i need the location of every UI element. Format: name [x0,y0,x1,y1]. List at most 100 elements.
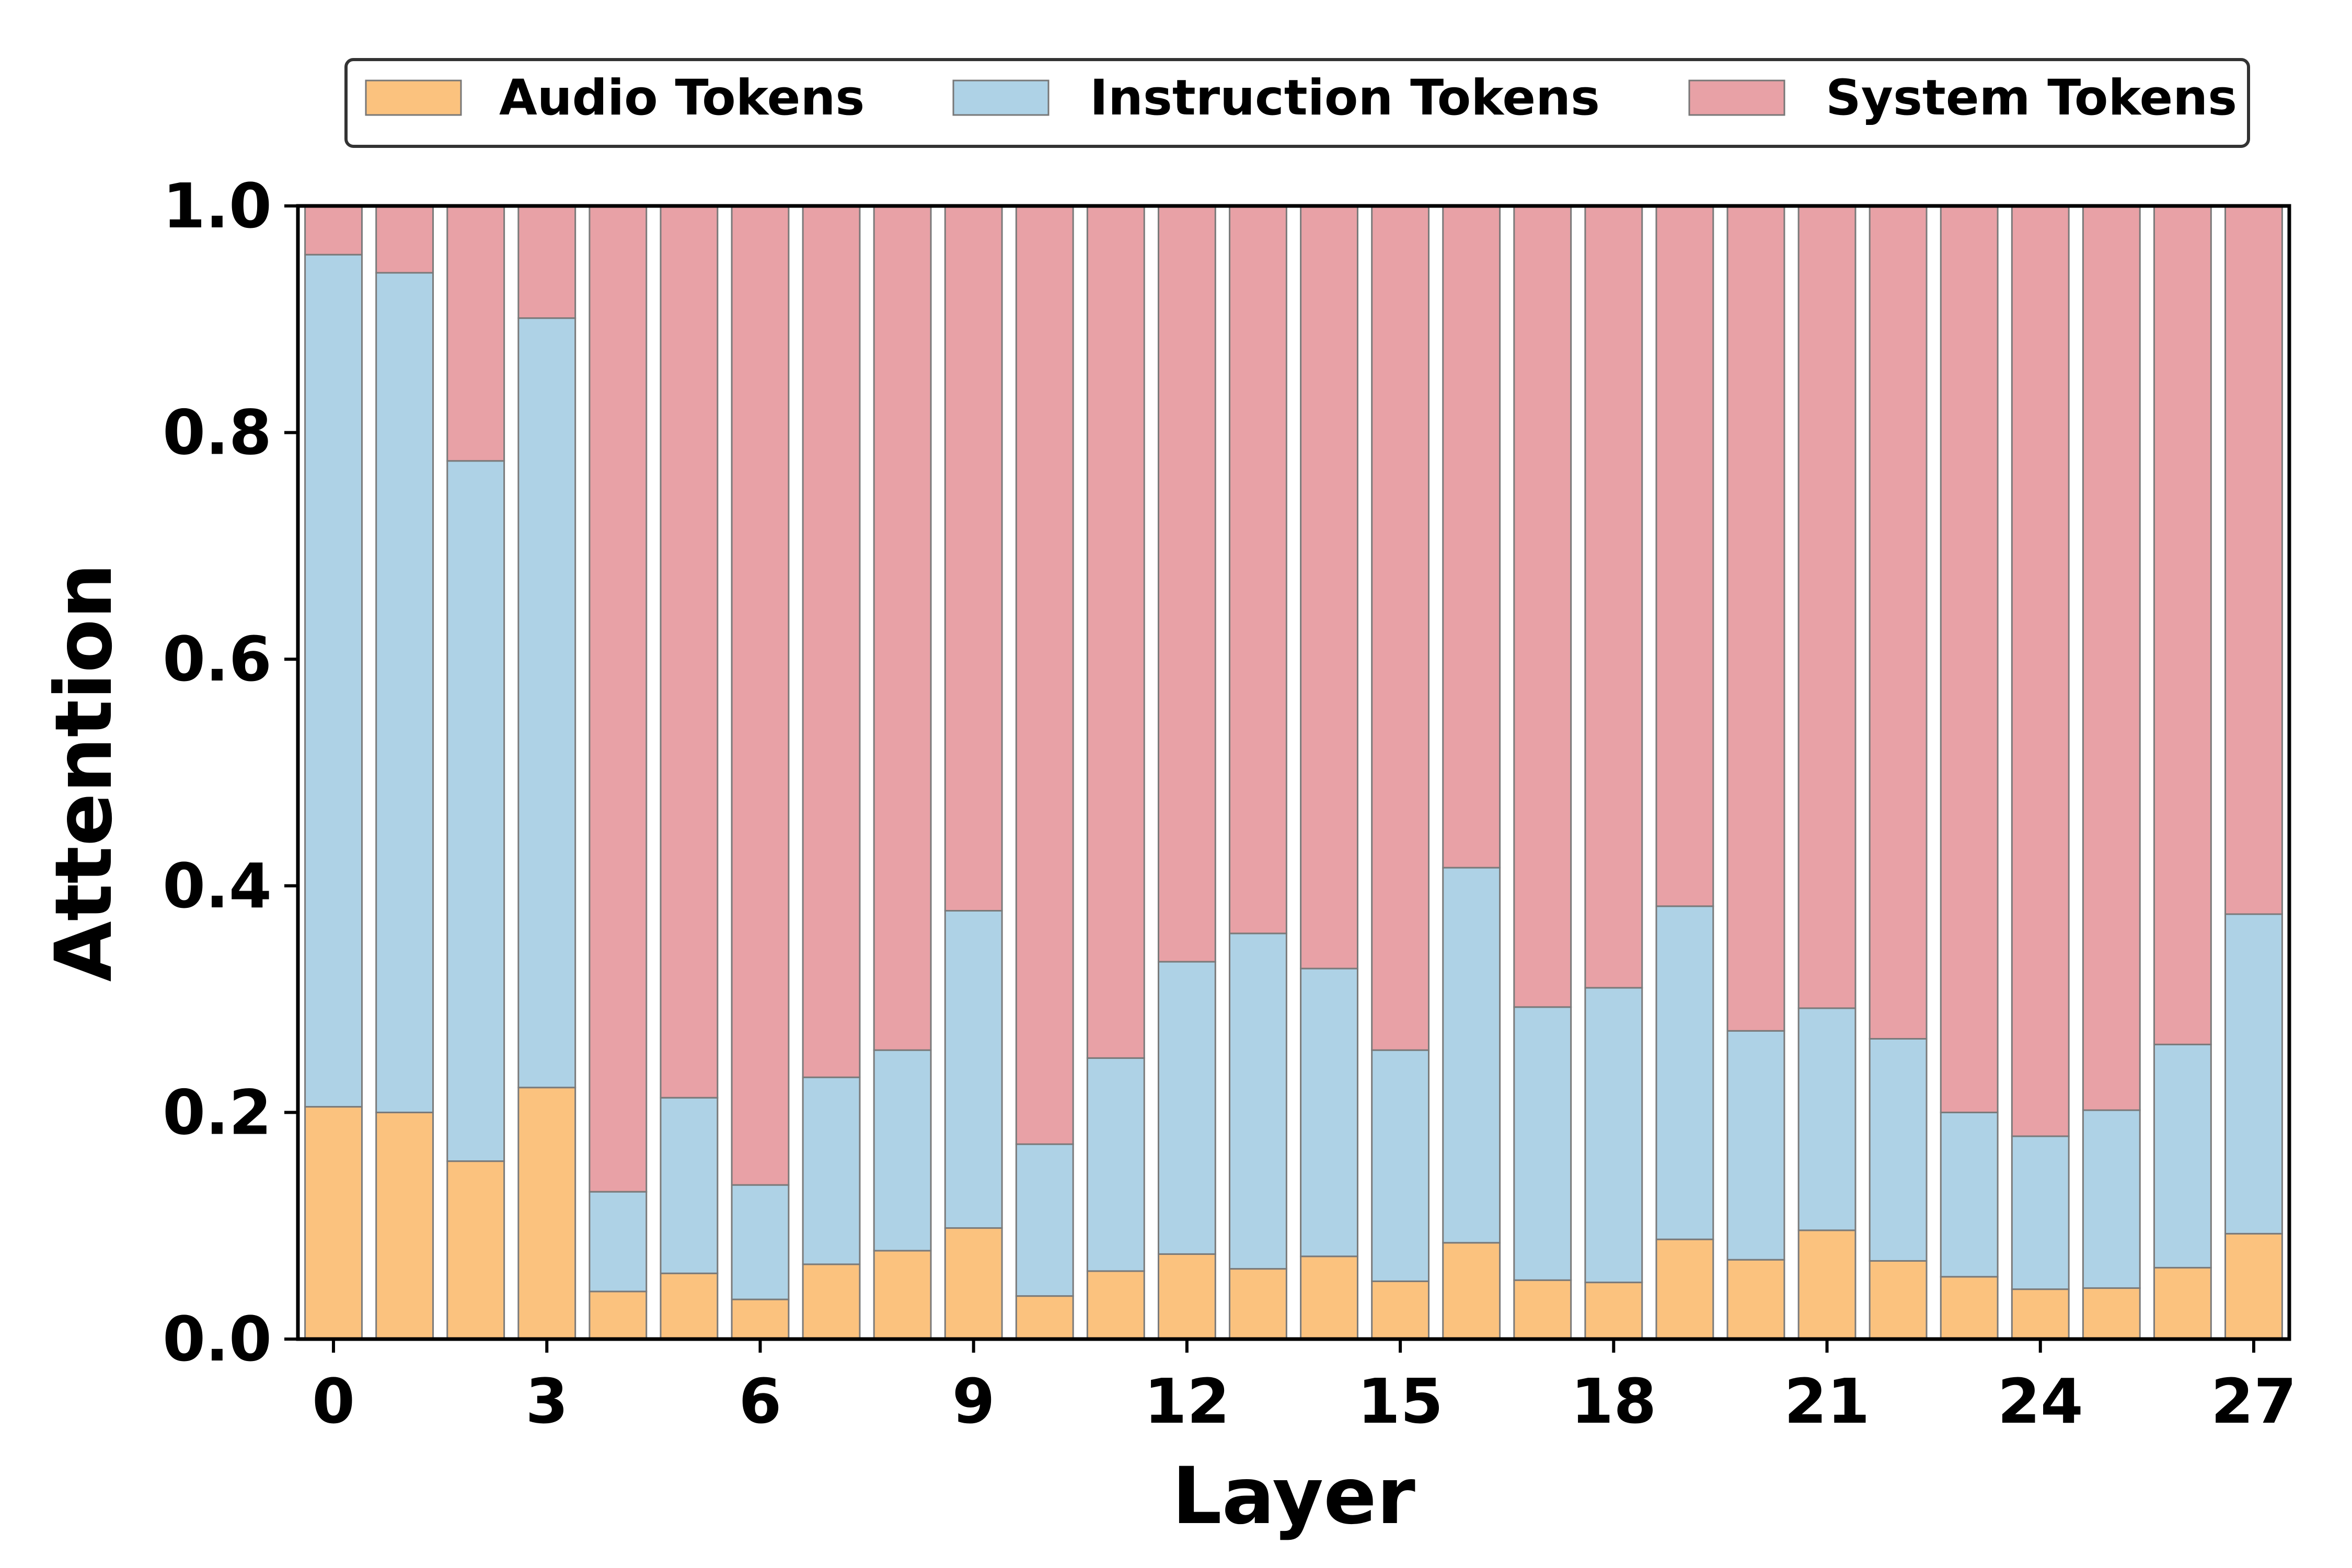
bar-audio-layer-0 [304,1106,363,1340]
bar-system-layer-22 [1869,205,1928,1040]
bar-instruction-layer-26 [2153,1043,2212,1269]
bar-audio-layer-17 [1513,1279,1572,1340]
bar-audio-layer-19 [1655,1238,1714,1340]
legend: Audio Tokens Instruction Tokens System T… [344,58,2250,148]
bar-instruction-layer-25 [2082,1109,2141,1289]
x-tick-label-9: 27 [2211,1365,2297,1437]
bar-audio-layer-4 [589,1290,648,1340]
legend-swatch-system [1688,79,1785,116]
bar-instruction-layer-17 [1513,1006,1572,1281]
bar-audio-layer-6 [731,1298,790,1340]
bar-audio-layer-5 [660,1272,719,1340]
bar-audio-layer-1 [375,1111,434,1340]
bar-audio-layer-14 [1300,1255,1358,1340]
legend-label-audio: Audio Tokens [499,70,864,126]
bar-audio-layer-27 [2224,1232,2283,1340]
bar-audio-layer-8 [873,1250,932,1340]
legend-swatch-audio [365,79,462,116]
x-tick-label-5: 15 [1357,1365,1443,1437]
bar-system-layer-19 [1655,205,1714,907]
bar-system-layer-11 [1086,205,1145,1059]
bar-system-layer-20 [1726,205,1785,1032]
bar-system-layer-26 [2153,205,2212,1045]
bar-audio-layer-22 [1869,1260,1928,1340]
bar-instruction-layer-11 [1086,1057,1145,1272]
bar-instruction-layer-10 [1015,1143,1074,1297]
bar-instruction-layer-16 [1442,867,1501,1244]
bar-system-layer-8 [873,205,932,1051]
bar-system-layer-21 [1797,205,1857,1009]
y-tick-label-3: 0.6 [163,623,272,695]
y-tick-label-5: 1.0 [163,170,272,242]
y-tick-label-1: 0.2 [163,1076,272,1148]
bar-audio-layer-2 [446,1160,505,1340]
bar-audio-layer-15 [1371,1280,1430,1340]
bar-system-layer-16 [1442,205,1501,869]
bar-system-layer-2 [446,205,505,462]
bar-instruction-layer-24 [2011,1135,2070,1290]
legend-item-system: System Tokens [1688,70,2237,126]
y-tick-label-4: 0.8 [163,397,272,469]
bar-instruction-layer-15 [1371,1049,1430,1282]
bar-instruction-layer-1 [375,272,434,1113]
x-tick-label-4: 12 [1144,1365,1230,1437]
bar-instruction-layer-7 [802,1076,861,1265]
bar-audio-layer-9 [944,1227,1003,1340]
x-tick-label-0: 0 [312,1365,355,1437]
bar-audio-layer-13 [1229,1268,1287,1340]
bar-instruction-layer-6 [731,1184,790,1300]
bar-audio-layer-26 [2153,1266,2212,1340]
bar-instruction-layer-9 [944,910,1003,1229]
legend-label-instruction: Instruction Tokens [1090,70,1600,126]
bar-audio-layer-10 [1015,1295,1074,1340]
bar-audio-layer-7 [802,1263,861,1340]
bar-system-layer-24 [2011,205,2070,1137]
legend-swatch-instruction [952,79,1050,116]
bar-audio-layer-24 [2011,1288,2070,1340]
bar-instruction-layer-18 [1584,987,1643,1284]
bar-system-layer-25 [2082,205,2141,1111]
bar-instruction-layer-13 [1229,932,1287,1270]
bars-group [304,205,2283,1340]
legend-item-instruction: Instruction Tokens [952,70,1600,126]
bar-audio-layer-25 [2082,1287,2141,1340]
bar-system-layer-0 [304,205,363,256]
bar-instruction-layer-0 [304,253,363,1108]
bar-system-layer-4 [589,205,648,1193]
bar-instruction-layer-20 [1726,1030,1785,1261]
x-tick-label-3: 9 [952,1365,995,1437]
bar-audio-layer-11 [1086,1270,1145,1340]
bar-system-layer-18 [1584,205,1643,989]
bar-instruction-layer-27 [2224,913,2283,1235]
bar-system-layer-5 [660,205,719,1099]
bar-system-layer-10 [1015,205,1074,1145]
y-tick-label-2: 0.4 [163,850,272,922]
y-axis-title: Attention [39,563,130,982]
bar-audio-layer-12 [1157,1253,1216,1340]
bar-system-layer-1 [375,205,434,274]
bar-instruction-layer-23 [1940,1111,1999,1278]
bar-audio-layer-18 [1584,1282,1643,1340]
bar-instruction-layer-8 [873,1049,932,1252]
legend-label-system: System Tokens [1826,70,2237,126]
bar-audio-layer-16 [1442,1242,1501,1340]
bar-instruction-layer-12 [1157,961,1216,1255]
bar-system-layer-15 [1371,205,1430,1051]
bar-audio-layer-3 [517,1087,577,1340]
x-tick-label-7: 21 [1784,1365,1870,1437]
bar-instruction-layer-2 [446,460,505,1162]
x-tick-label-6: 18 [1571,1365,1656,1437]
bar-system-layer-17 [1513,205,1572,1008]
legend-item-audio: Audio Tokens [365,70,864,126]
bar-system-layer-27 [2224,205,2283,915]
x-tick-label-1: 3 [525,1365,568,1437]
bar-audio-layer-20 [1726,1259,1785,1340]
bar-system-layer-7 [802,205,861,1078]
bar-instruction-layer-14 [1300,967,1358,1258]
bar-instruction-layer-22 [1869,1037,1928,1262]
bar-instruction-layer-3 [517,317,577,1089]
bar-instruction-layer-4 [589,1191,648,1293]
bar-system-layer-3 [517,205,577,319]
bar-instruction-layer-19 [1655,905,1714,1240]
